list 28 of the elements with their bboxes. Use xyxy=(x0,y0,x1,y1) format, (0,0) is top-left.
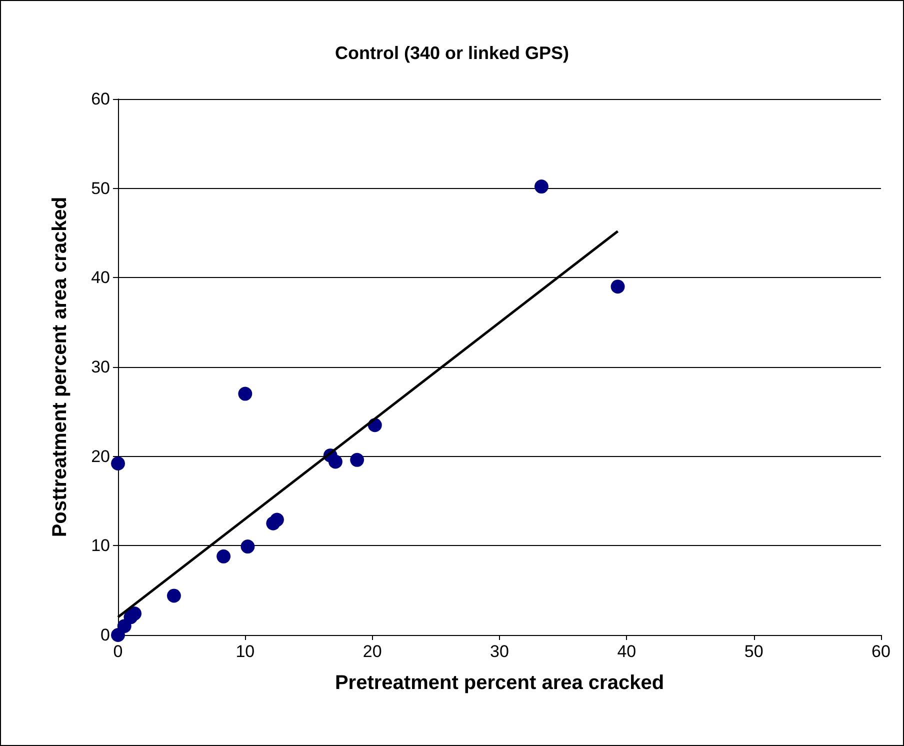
x-tick-label: 40 xyxy=(617,642,636,661)
y-tick-label: 20 xyxy=(91,446,110,466)
point xyxy=(111,456,125,470)
y-tick-label: 40 xyxy=(91,268,110,288)
point xyxy=(270,512,284,527)
x-tick-label: 0 xyxy=(113,642,123,661)
x-tick-label: 30 xyxy=(490,642,509,661)
x-tick-label: 60 xyxy=(872,642,890,661)
x-tick-label: 20 xyxy=(362,642,382,661)
point xyxy=(166,588,181,603)
point xyxy=(240,540,255,554)
y-tick-label: 50 xyxy=(91,178,110,198)
y-tick-label: 0 xyxy=(100,626,110,644)
y-tick-label: 60 xyxy=(91,90,110,108)
x-tick-label: 50 xyxy=(744,642,764,661)
chart-title: Control (340 or linked GPS) xyxy=(334,43,570,63)
point xyxy=(328,454,342,469)
point xyxy=(534,180,548,194)
x-tick-label: 10 xyxy=(236,642,255,661)
point xyxy=(216,549,231,564)
point xyxy=(111,628,125,642)
point xyxy=(610,280,625,294)
point xyxy=(238,386,252,401)
point xyxy=(350,452,364,467)
x-axis-title: Pretreatment percent area cracked xyxy=(334,672,664,694)
y-axis-title: Posttreatment percent area cracked xyxy=(49,196,71,538)
y-tick-label: 30 xyxy=(91,358,110,376)
y-tick-label: 10 xyxy=(91,536,110,556)
